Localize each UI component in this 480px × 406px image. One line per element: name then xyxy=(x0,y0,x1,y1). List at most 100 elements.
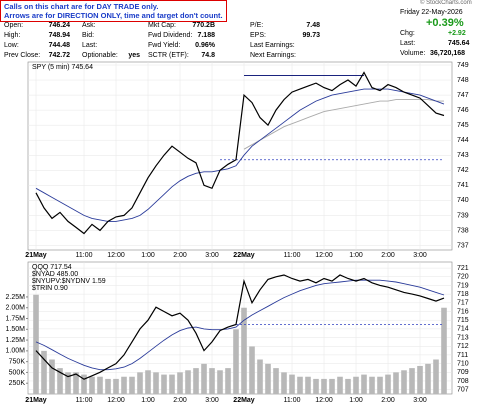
annotation: Calls on this chart are for DAY TRADE on… xyxy=(0,0,227,22)
y-tick-label: 737 xyxy=(457,242,469,249)
volume-bar xyxy=(41,350,47,394)
field-label: Prev Close: xyxy=(4,52,41,59)
volume-bar xyxy=(113,378,119,394)
volume-bar xyxy=(417,365,423,394)
y-tick-label: 721 xyxy=(457,265,469,272)
y-tick-label: 711 xyxy=(457,352,468,359)
x-tick-label: 11:00 xyxy=(76,397,93,404)
volume-bar xyxy=(105,378,111,394)
y2-tick-label: 750K xyxy=(9,358,26,365)
legend-entry: $NYUPV:$NYDNV 1.59 xyxy=(32,278,106,285)
volume-bar xyxy=(209,368,215,394)
x-tick-label: 22May xyxy=(233,397,255,404)
x-tick-label: 12:00 xyxy=(315,397,333,404)
x-tick-label: 21May xyxy=(25,252,47,259)
x-tick-label: 3:00 xyxy=(413,252,427,259)
x-tick-label: 12:00 xyxy=(107,397,125,404)
field-label: Fwd Dividend: xyxy=(148,32,193,39)
y-tick-label: 715 xyxy=(457,317,469,324)
y-tick-label: 744 xyxy=(457,137,469,144)
volume-bar xyxy=(217,370,223,394)
volume-bar xyxy=(289,374,295,394)
field-value: 7.48 xyxy=(306,22,320,29)
volume-bar xyxy=(305,376,311,394)
last: 745.64 xyxy=(448,40,470,47)
field-value: 99.73 xyxy=(302,32,320,39)
volume-bar xyxy=(89,376,95,394)
volume-bar xyxy=(265,363,271,394)
volume-label: Volume: xyxy=(400,50,426,57)
volume-bar xyxy=(33,294,39,394)
volume-bar xyxy=(281,372,287,394)
field-label: Ask: xyxy=(82,22,96,29)
volume-bar xyxy=(121,376,127,394)
field-value: 770.2B xyxy=(192,22,215,29)
panel-title: QQQ 717.54 xyxy=(32,264,72,271)
field-value: 7.188 xyxy=(197,32,215,39)
volume-bar xyxy=(353,376,359,394)
y-tick-label: 718 xyxy=(457,291,469,298)
volume-bar xyxy=(409,368,415,394)
volume-bar xyxy=(257,359,263,394)
y-tick-label: 738 xyxy=(457,227,469,234)
legend-entry: $TRIN 0.90 xyxy=(32,285,68,292)
price-line xyxy=(243,99,444,150)
y2-tick-label: 500K xyxy=(9,369,26,376)
field-label: SCTR (ETF): xyxy=(148,52,189,59)
y-tick-label: 749 xyxy=(457,62,469,69)
field-label: Next Earnings: xyxy=(250,52,296,59)
volume-bar xyxy=(161,374,167,394)
field-value: yes xyxy=(128,52,140,59)
volume-bar xyxy=(329,378,335,394)
field-label: Last Earnings: xyxy=(250,42,295,49)
volume-bar xyxy=(57,368,63,394)
field-value: 744.48 xyxy=(48,42,70,49)
panel-title: SPY (5 min) 745.64 xyxy=(32,64,93,71)
volume-bar xyxy=(401,370,407,394)
x-tick-label: 2:00 xyxy=(381,397,395,404)
y2-tick-label: 1.25M xyxy=(6,337,26,344)
y2-tick-label: 2.25M xyxy=(6,294,26,301)
volume-bar xyxy=(249,346,255,394)
volume-bar xyxy=(177,372,183,394)
field-label: Fwd Yield: xyxy=(148,42,181,49)
field-label: High: xyxy=(4,32,21,39)
volume-bar xyxy=(273,368,279,394)
x-tick-label: 21May xyxy=(25,397,47,404)
x-tick-label: 1:00 xyxy=(141,397,155,404)
x-tick-label: 3:00 xyxy=(413,397,427,404)
x-tick-label: 11:00 xyxy=(284,397,301,404)
y-tick-label: 710 xyxy=(457,360,469,367)
y2-tick-label: 1.50M xyxy=(6,326,26,333)
x-tick-label: 2:00 xyxy=(173,397,187,404)
volume-bar xyxy=(241,307,247,394)
volume-bar xyxy=(65,372,71,394)
volume-bar xyxy=(169,374,175,394)
volume-bar xyxy=(185,370,191,394)
volume-bar xyxy=(233,329,239,394)
field-label: Low: xyxy=(4,42,19,49)
y-tick-label: 709 xyxy=(457,369,469,376)
last-label: Last: xyxy=(400,40,416,47)
annotation-line: Calls on this chart are for DAY TRADE on… xyxy=(4,2,159,11)
date: Friday 22-May-2026 xyxy=(400,9,463,16)
chg: +2.92 xyxy=(448,30,466,37)
field-value: 748.94 xyxy=(48,32,70,39)
x-tick-label: 12:00 xyxy=(107,252,125,259)
annotation-line: Arrows are for DIRECTION ONLY, time and … xyxy=(4,11,223,20)
price-line xyxy=(35,279,445,371)
y-tick-label: 708 xyxy=(457,378,469,385)
field-label: Optionable: xyxy=(82,52,118,59)
volume-bar xyxy=(441,307,447,394)
volume-bar xyxy=(201,363,207,394)
volume-bar xyxy=(369,376,375,394)
x-tick-label: 12:00 xyxy=(315,252,333,259)
volume-bar xyxy=(377,376,383,394)
field-label: EPS: xyxy=(250,32,266,39)
y-tick-label: 743 xyxy=(457,152,469,159)
y-tick-label: 713 xyxy=(457,334,469,341)
panel-frame xyxy=(27,61,453,251)
volume-bar xyxy=(81,374,87,394)
volume-bar xyxy=(73,372,79,394)
